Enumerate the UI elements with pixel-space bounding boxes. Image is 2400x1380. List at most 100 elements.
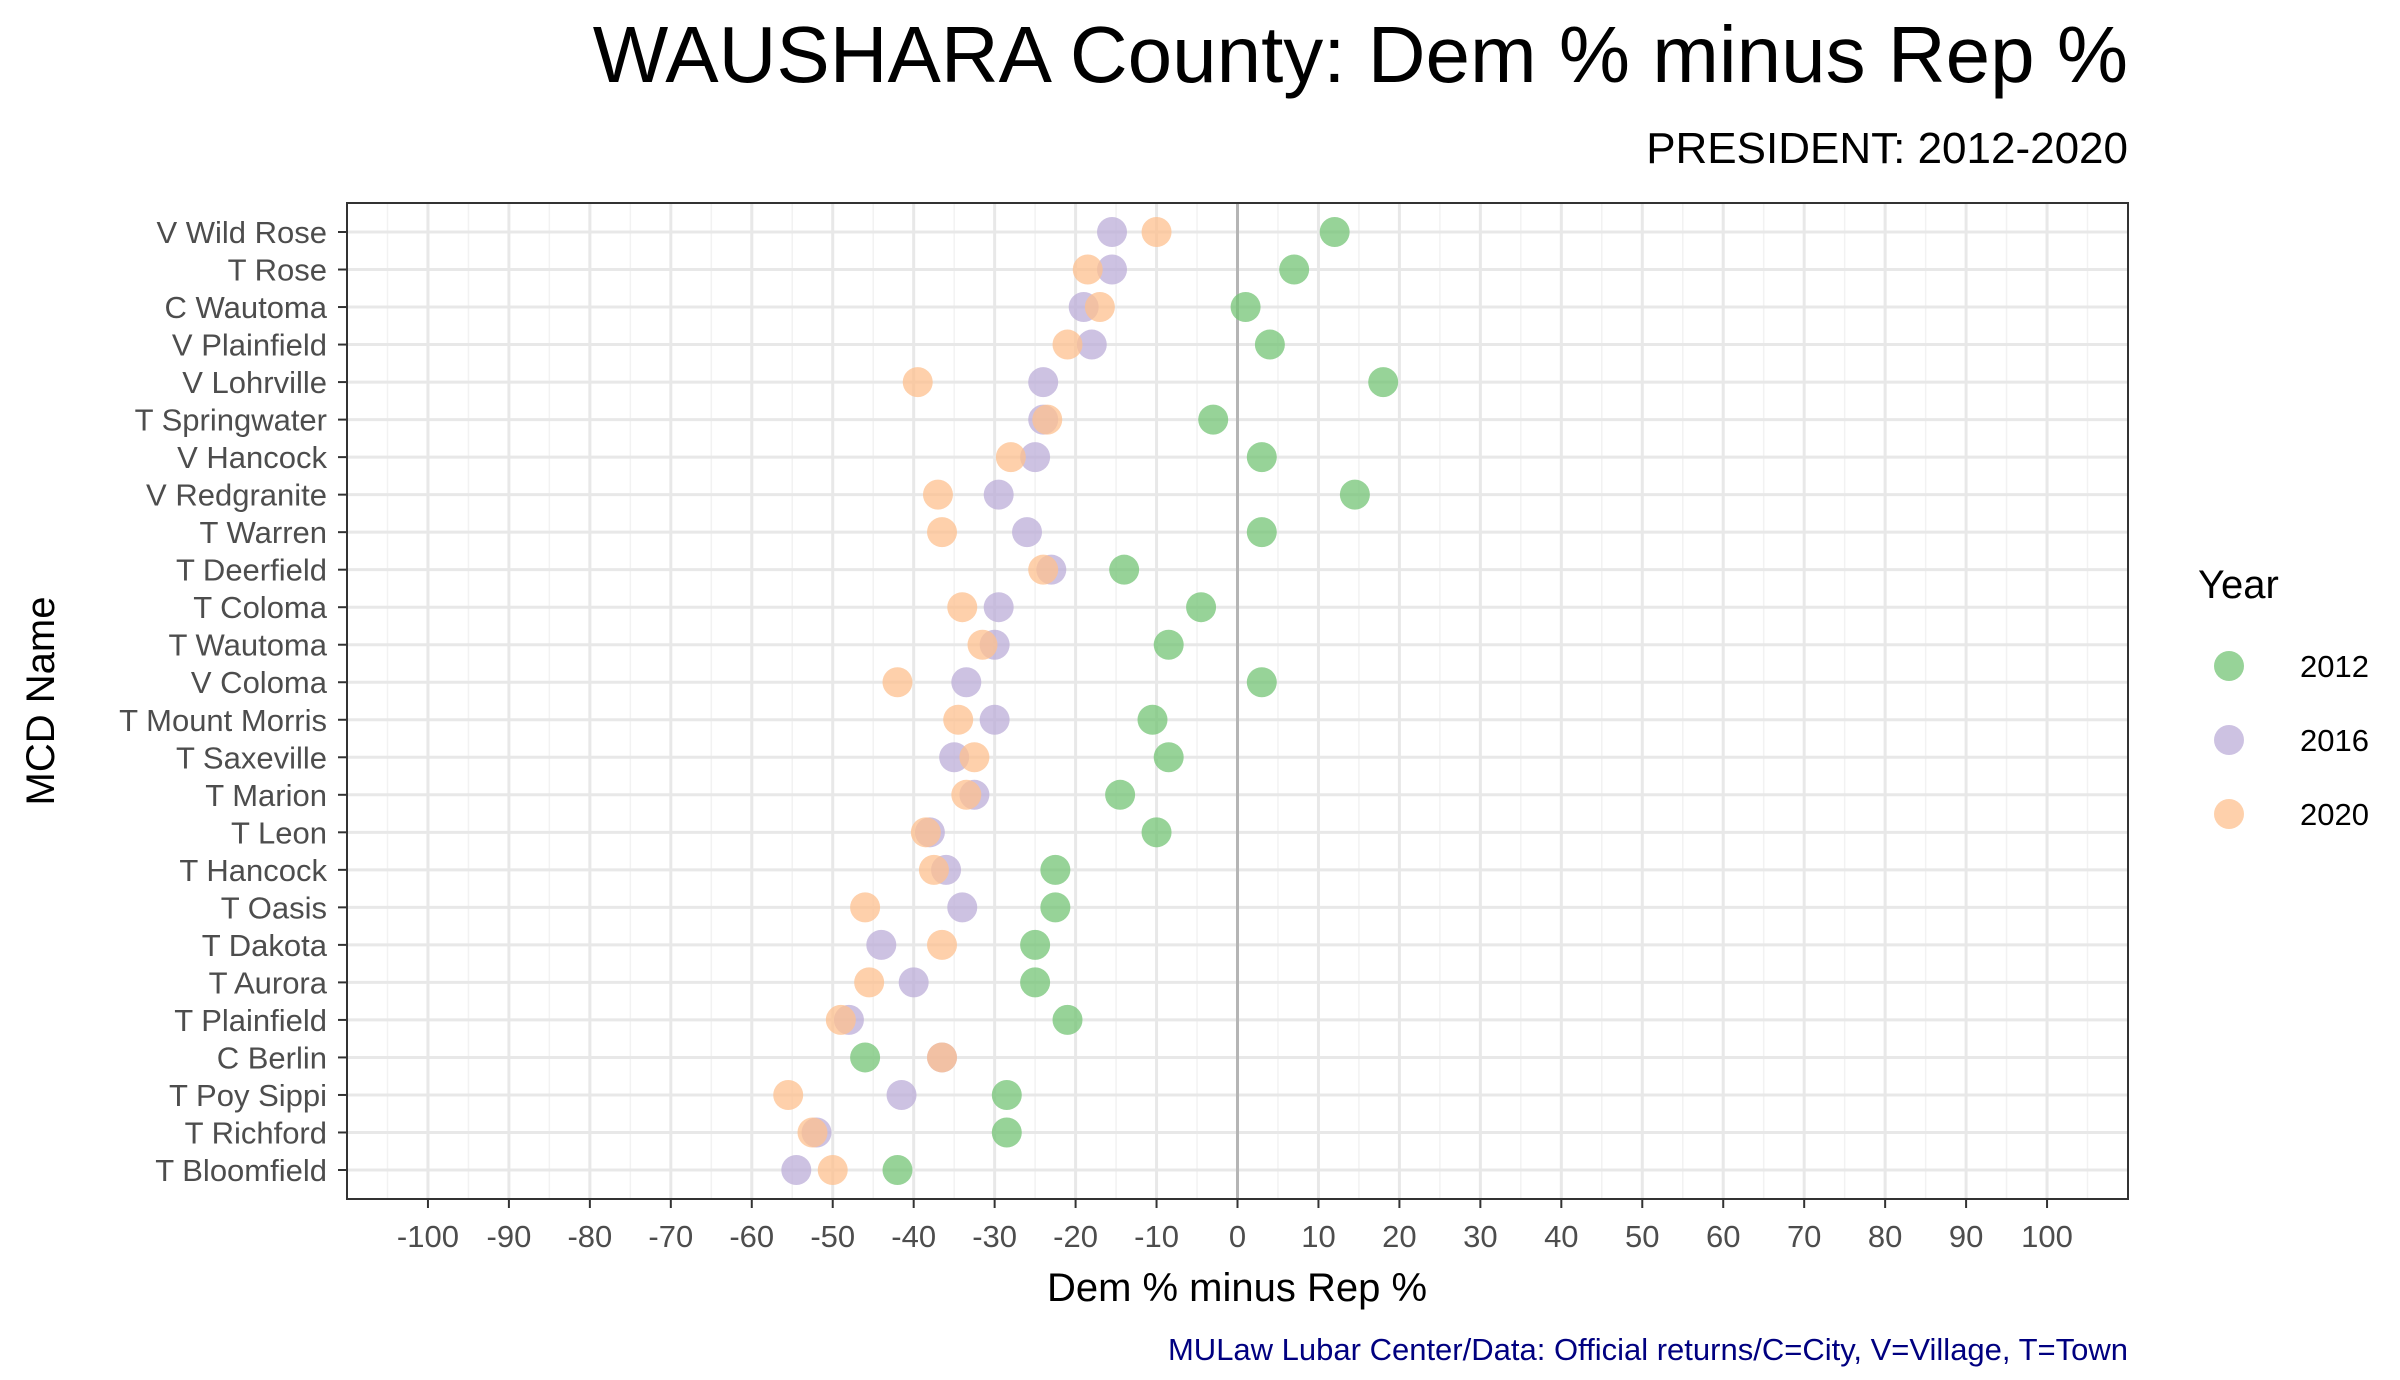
point-2020-t-bloomfield bbox=[817, 1155, 848, 1185]
point-2020-t-saxeville bbox=[959, 742, 990, 773]
point-2016-v-coloma bbox=[951, 667, 982, 698]
x-tick-label: -70 bbox=[648, 1219, 693, 1254]
x-tick-label: 0 bbox=[1229, 1219, 1246, 1254]
y-tick-label: T Plainfield bbox=[174, 1003, 327, 1038]
y-tick-label: T Hancock bbox=[179, 853, 327, 888]
point-2012-c-berlin bbox=[850, 1042, 881, 1073]
point-2012-t-plainfield bbox=[1052, 1004, 1083, 1035]
y-tick-label: T Aurora bbox=[209, 965, 328, 1000]
point-2020-t-aurora bbox=[854, 967, 885, 998]
point-2012-c-wautoma bbox=[1230, 292, 1261, 323]
point-2020-t-plainfield bbox=[825, 1004, 856, 1035]
point-2020-t-wautoma bbox=[967, 629, 998, 660]
point-2020-t-oasis bbox=[850, 892, 881, 923]
legend-label-2012: 2012 bbox=[2300, 649, 2369, 684]
y-tick-label: T Rose bbox=[228, 253, 327, 288]
point-2012-t-coloma bbox=[1186, 592, 1217, 623]
point-2012-t-dakota bbox=[1020, 929, 1051, 960]
x-tick-label: 80 bbox=[1868, 1219, 1902, 1254]
y-tick-label: V Coloma bbox=[191, 665, 328, 700]
x-tick-label: 40 bbox=[1544, 1219, 1578, 1254]
y-axis-title: MCD Name bbox=[19, 597, 63, 806]
point-2012-t-rose bbox=[1279, 254, 1310, 285]
x-tick-label: 10 bbox=[1301, 1219, 1335, 1254]
point-2020-t-poy-sippi bbox=[773, 1079, 804, 1110]
point-2016-v-redgranite bbox=[983, 479, 1014, 510]
point-2020-t-springwater bbox=[1032, 404, 1063, 435]
x-tick-label: -50 bbox=[810, 1219, 855, 1254]
point-2020-v-plainfield bbox=[1052, 329, 1083, 360]
x-tick-label: -100 bbox=[397, 1219, 459, 1254]
point-2020-t-marion bbox=[951, 779, 982, 810]
point-2020-t-leon bbox=[910, 817, 941, 848]
y-tick-label: T Warren bbox=[200, 515, 327, 550]
point-2020-t-deerfield bbox=[1028, 554, 1059, 585]
point-2020-t-dakota bbox=[927, 929, 958, 960]
y-tick-label: V Wild Rose bbox=[156, 215, 327, 250]
point-2012-t-aurora bbox=[1020, 967, 1051, 998]
point-2012-t-wautoma bbox=[1153, 629, 1184, 660]
x-tick-label: 100 bbox=[2021, 1219, 2073, 1254]
y-tick-label: T Mount Morris bbox=[119, 703, 327, 738]
point-2012-v-plainfield bbox=[1254, 329, 1285, 360]
x-tick-label: 70 bbox=[1787, 1219, 1821, 1254]
x-axis-ticks: -100 -90 -80 -70 -60 -50 -40 -30 -20 -10 0 10 20 30 40… bbox=[397, 1199, 2073, 1254]
point-2020-t-rose bbox=[1072, 254, 1103, 285]
legend-key-2016 bbox=[2214, 725, 2244, 755]
point-2012-t-warren bbox=[1246, 517, 1277, 548]
x-tick-label: -40 bbox=[891, 1219, 936, 1254]
y-tick-label: T Deerfield bbox=[176, 553, 327, 588]
legend-label-2020: 2020 bbox=[2300, 797, 2369, 832]
point-2012-v-wild-rose bbox=[1319, 217, 1350, 247]
point-2020-v-redgranite bbox=[922, 479, 953, 510]
chart-caption: MULaw Lubar Center/Data: Official return… bbox=[1168, 1332, 2128, 1367]
point-2016-v-lohrville bbox=[1028, 367, 1059, 398]
y-tick-label: T Oasis bbox=[221, 890, 327, 925]
legend-key-2020 bbox=[2214, 799, 2244, 829]
point-2016-t-poy-sippi bbox=[886, 1079, 917, 1110]
y-tick-label: T Poy Sippi bbox=[169, 1078, 327, 1113]
legend-key-2012 bbox=[2214, 651, 2244, 681]
x-tick-label: -90 bbox=[487, 1219, 532, 1254]
point-2012-t-poy-sippi bbox=[991, 1079, 1022, 1110]
y-tick-label: T Saxeville bbox=[176, 740, 327, 775]
y-tick-label: C Berlin bbox=[217, 1040, 327, 1075]
point-2020-t-coloma bbox=[947, 592, 978, 623]
point-2012-t-richford bbox=[991, 1117, 1022, 1148]
point-2012-t-oasis bbox=[1040, 892, 1071, 923]
x-tick-label: -30 bbox=[972, 1219, 1017, 1254]
y-tick-label: V Plainfield bbox=[172, 328, 327, 363]
point-2012-v-coloma bbox=[1246, 667, 1277, 698]
x-tick-label: -20 bbox=[1053, 1219, 1098, 1254]
point-2016-t-aurora bbox=[898, 967, 929, 998]
chart-title: WAUSHARA County: Dem % minus Rep % bbox=[593, 10, 2128, 99]
point-2012-v-redgranite bbox=[1339, 479, 1370, 510]
x-tick-label: 60 bbox=[1706, 1219, 1740, 1254]
y-tick-label: T Springwater bbox=[135, 403, 327, 438]
y-tick-label: T Dakota bbox=[202, 928, 328, 963]
x-tick-label: -10 bbox=[1134, 1219, 1179, 1254]
point-2020-c-berlin bbox=[927, 1042, 958, 1073]
x-tick-label: 90 bbox=[1949, 1219, 1983, 1254]
x-axis-title: Dem % minus Rep % bbox=[1047, 1266, 1427, 1310]
point-2012-t-bloomfield bbox=[882, 1155, 913, 1185]
x-tick-label: 20 bbox=[1382, 1219, 1416, 1254]
point-2016-v-wild-rose bbox=[1097, 217, 1128, 247]
point-2016-t-rose bbox=[1097, 254, 1128, 285]
y-tick-label: C Wautoma bbox=[164, 290, 327, 325]
point-2020-t-mount-morris bbox=[943, 704, 974, 735]
point-2020-c-wautoma bbox=[1084, 292, 1115, 323]
point-2016-t-bloomfield bbox=[781, 1155, 812, 1185]
y-tick-label: T Wautoma bbox=[169, 628, 328, 663]
y-tick-label: T Richford bbox=[185, 1115, 327, 1150]
point-2020-t-hancock bbox=[918, 854, 949, 885]
point-2012-v-lohrville bbox=[1368, 367, 1399, 398]
point-2012-t-mount-morris bbox=[1137, 704, 1168, 735]
point-2016-t-oasis bbox=[947, 892, 978, 923]
legend: Year 2012 2016 2020 bbox=[2198, 563, 2369, 832]
y-tick-label: T Leon bbox=[231, 815, 327, 850]
x-tick-label: -80 bbox=[567, 1219, 612, 1254]
